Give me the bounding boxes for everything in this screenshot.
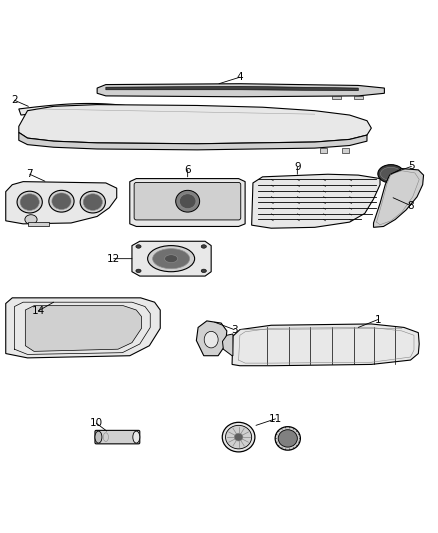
Ellipse shape xyxy=(136,245,141,248)
FancyBboxPatch shape xyxy=(95,430,140,444)
Polygon shape xyxy=(232,324,419,366)
Polygon shape xyxy=(19,133,367,150)
Text: 1: 1 xyxy=(374,314,381,325)
Text: 4: 4 xyxy=(237,72,243,82)
Ellipse shape xyxy=(136,269,141,272)
Ellipse shape xyxy=(378,165,404,183)
Ellipse shape xyxy=(222,422,255,452)
Text: 10: 10 xyxy=(90,418,103,428)
Ellipse shape xyxy=(176,190,200,212)
FancyBboxPatch shape xyxy=(342,148,349,154)
Polygon shape xyxy=(223,334,233,356)
Polygon shape xyxy=(6,298,160,358)
Ellipse shape xyxy=(133,431,140,443)
Polygon shape xyxy=(196,321,227,356)
Polygon shape xyxy=(106,86,358,91)
Text: 2: 2 xyxy=(11,95,18,105)
Ellipse shape xyxy=(17,191,42,213)
FancyBboxPatch shape xyxy=(134,182,241,220)
Polygon shape xyxy=(132,241,211,276)
Text: 12: 12 xyxy=(107,254,120,264)
Ellipse shape xyxy=(180,194,196,208)
Ellipse shape xyxy=(95,431,102,443)
Ellipse shape xyxy=(165,255,178,263)
Text: 3: 3 xyxy=(231,325,237,335)
Ellipse shape xyxy=(83,194,102,211)
Ellipse shape xyxy=(25,215,37,224)
Polygon shape xyxy=(97,84,385,97)
Ellipse shape xyxy=(201,269,206,272)
Ellipse shape xyxy=(152,249,190,269)
Text: 11: 11 xyxy=(269,414,282,424)
Ellipse shape xyxy=(52,193,71,209)
FancyBboxPatch shape xyxy=(332,96,341,99)
Polygon shape xyxy=(6,182,117,224)
Ellipse shape xyxy=(226,425,252,449)
Polygon shape xyxy=(19,103,204,127)
Ellipse shape xyxy=(204,332,218,348)
FancyBboxPatch shape xyxy=(28,222,49,227)
Ellipse shape xyxy=(201,245,206,248)
FancyBboxPatch shape xyxy=(320,148,327,154)
Text: 14: 14 xyxy=(32,306,45,316)
Text: 6: 6 xyxy=(184,165,191,175)
Text: 8: 8 xyxy=(407,200,414,211)
Ellipse shape xyxy=(234,433,243,441)
Text: 7: 7 xyxy=(26,169,33,179)
Ellipse shape xyxy=(20,194,39,211)
Text: 9: 9 xyxy=(294,162,300,172)
Ellipse shape xyxy=(381,167,401,180)
Text: 5: 5 xyxy=(408,161,415,172)
Polygon shape xyxy=(19,104,371,144)
Ellipse shape xyxy=(148,246,194,272)
Ellipse shape xyxy=(275,426,300,450)
FancyBboxPatch shape xyxy=(354,96,363,99)
Polygon shape xyxy=(374,168,424,228)
Ellipse shape xyxy=(80,191,106,213)
Polygon shape xyxy=(252,174,380,228)
Ellipse shape xyxy=(278,430,297,447)
Ellipse shape xyxy=(49,190,74,212)
Polygon shape xyxy=(25,305,141,351)
Polygon shape xyxy=(130,179,245,227)
